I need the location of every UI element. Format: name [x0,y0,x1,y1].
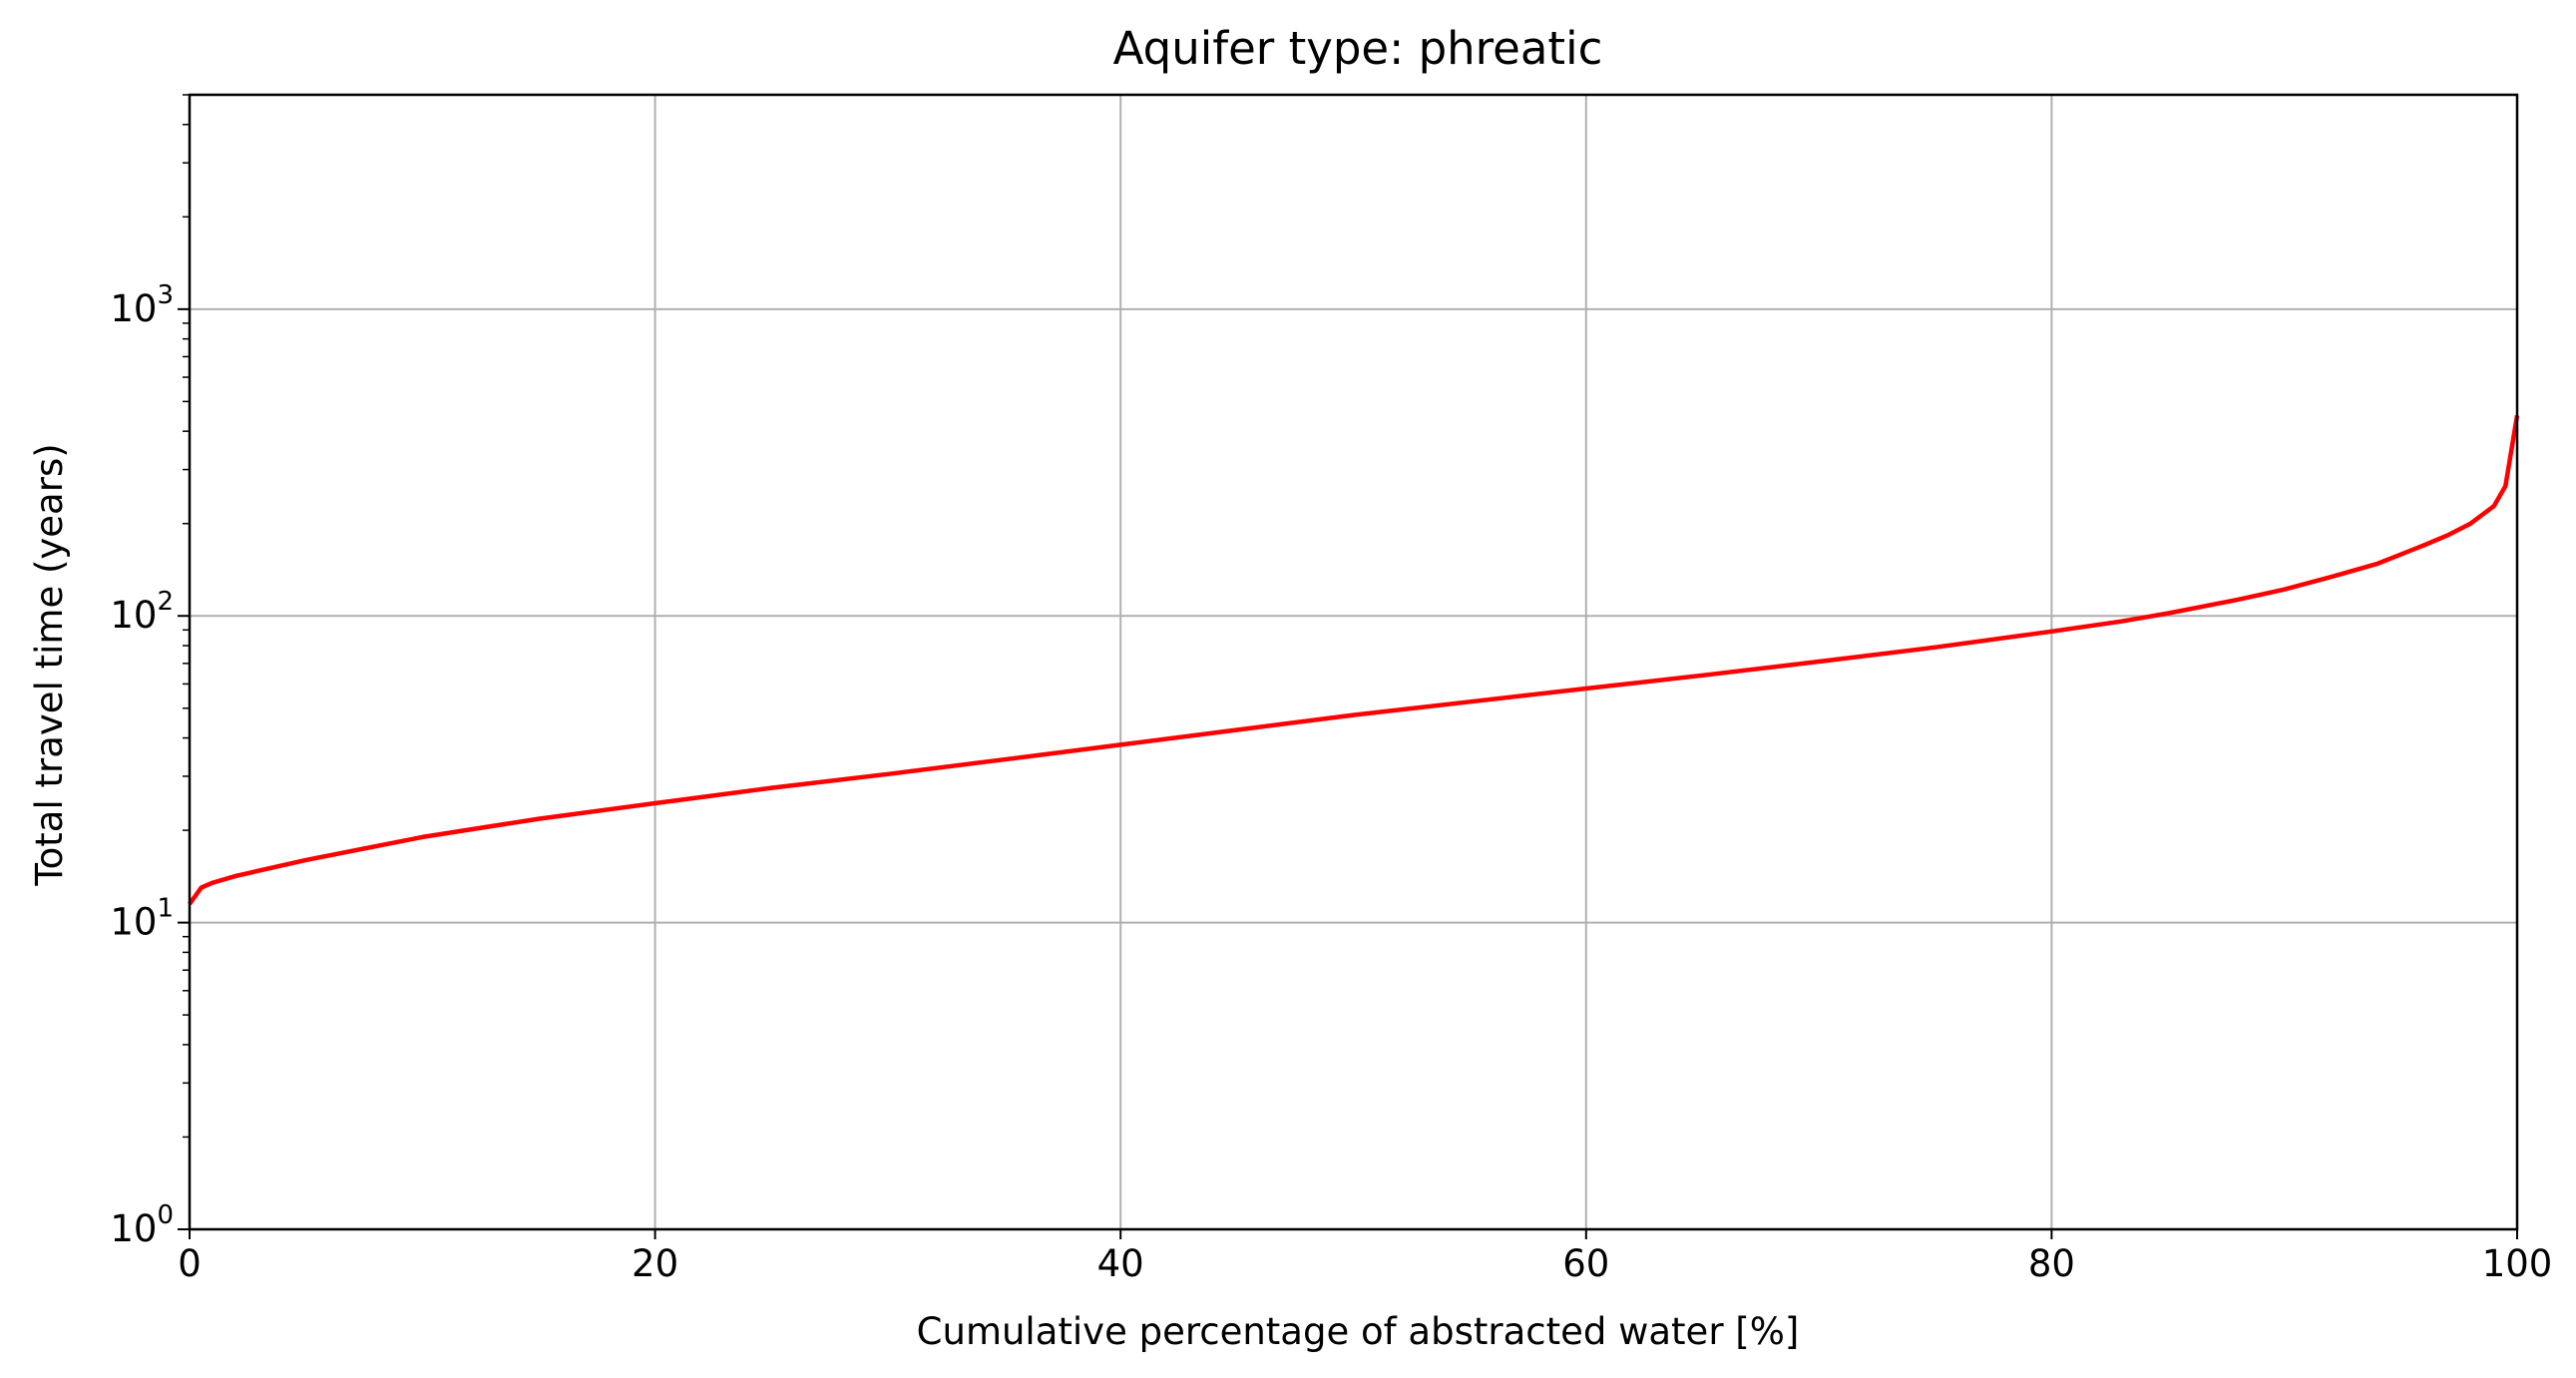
y-tick-base: 10 [110,901,157,944]
axis-ticks [178,94,2518,1239]
y-tick-label: 100 [110,1200,174,1250]
plot-area [188,415,2520,906]
y-tick-base: 10 [110,594,157,637]
y-tick-exponent: 3 [157,280,174,310]
x-tick-label: 100 [2482,1242,2553,1285]
y-tick-exponent: 0 [157,1200,174,1230]
y-tick-base: 10 [110,1207,157,1250]
y-tick-label: 101 [110,894,174,944]
y-tick-label: 103 [110,280,174,330]
y-tick-exponent: 2 [157,587,174,617]
y-tick-base: 10 [110,287,157,330]
chart-title: Aquifer type: phreatic [1113,22,1603,75]
x-tick-label: 60 [1562,1242,1609,1285]
x-tick-label: 80 [2028,1242,2075,1285]
axes-frame [188,93,2519,1231]
x-axis-label: Cumulative percentage of abstracted wate… [917,1310,1800,1353]
x-tick-label: 20 [632,1242,678,1285]
x-tick-label: 0 [178,1242,202,1285]
x-tick-label: 40 [1097,1242,1144,1285]
series-line [188,415,2520,906]
y-tick-exponent: 1 [157,894,174,924]
y-axis-label: Total travel time (years) [28,443,71,886]
y-tick-label: 102 [110,587,174,637]
